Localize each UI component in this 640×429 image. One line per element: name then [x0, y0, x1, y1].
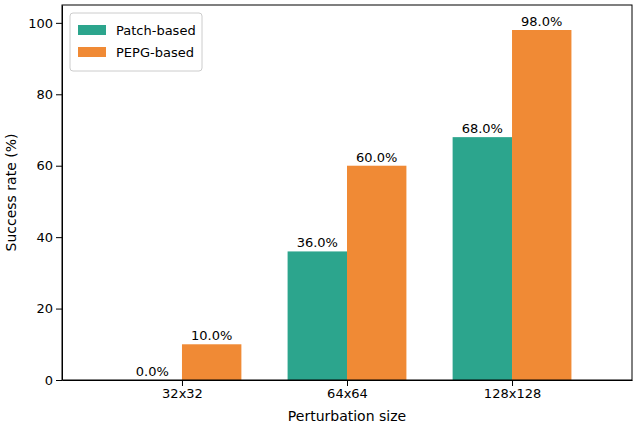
data-label: 0.0% — [136, 364, 169, 379]
x-tick-mark — [512, 380, 513, 386]
legend-swatch — [78, 25, 106, 35]
bar — [288, 251, 347, 380]
bars — [182, 30, 571, 380]
data-label: 60.0% — [356, 150, 397, 165]
data-label: 68.0% — [462, 121, 503, 136]
legend-swatch — [78, 47, 106, 57]
y-tick-mark — [56, 23, 62, 24]
x-axis-title: Perturbation size — [288, 408, 406, 424]
x-tick: 64x64 — [327, 380, 368, 401]
y-axis-title: Success rate (%) — [3, 134, 19, 252]
bar — [512, 30, 571, 380]
y-tick: 40 — [36, 230, 62, 245]
y-tick: 100 — [28, 16, 62, 31]
legend-box — [70, 13, 202, 71]
x-tick-label: 64x64 — [327, 386, 368, 401]
y-tick-label: 60 — [36, 158, 53, 173]
legend-entry: PEPG-based — [78, 45, 194, 60]
y-tick-label: 20 — [36, 301, 53, 316]
y-tick-mark — [56, 94, 62, 95]
legend: Patch-based PEPG-based — [70, 13, 202, 71]
x-tick-mark — [182, 380, 183, 386]
x-tick-label: 32x32 — [162, 386, 203, 401]
y-tick-mark — [56, 237, 62, 238]
y-tick-mark — [56, 166, 62, 167]
bar — [182, 344, 241, 380]
x-axis: 32x32 64x64 128x128 — [63, 380, 633, 401]
y-tick-label: 100 — [28, 16, 53, 31]
legend-entry: Patch-based — [78, 23, 196, 38]
plot: 0.0% 36.0% 68.0% 10.0% 60.0% 98.0% 32x32 64x64 1… — [28, 5, 632, 401]
chart: 0.0% 36.0% 68.0% 10.0% 60.0% 98.0% 32x32 64x64 1… — [0, 0, 640, 429]
y-tick: 60 — [36, 158, 62, 173]
y-tick-label: 80 — [36, 87, 53, 102]
bar — [347, 166, 406, 380]
frame — [62, 5, 632, 380]
y-tick: 80 — [36, 87, 62, 102]
legend-label: Patch-based — [116, 23, 196, 38]
data-label: 98.0% — [521, 14, 562, 29]
data-label: 36.0% — [297, 235, 338, 250]
x-tick-label: 128x128 — [484, 386, 541, 401]
y-tick: 20 — [36, 301, 62, 316]
y-tick-mark — [56, 380, 62, 381]
x-tick: 128x128 — [484, 380, 541, 401]
x-tick-mark — [347, 380, 348, 386]
y-axis: 0 20 40 60 80 100 — [28, 6, 62, 388]
y-tick-label: 0 — [45, 373, 53, 388]
x-tick: 32x32 — [162, 380, 203, 401]
bar — [453, 137, 512, 380]
legend-label: PEPG-based — [116, 45, 194, 60]
y-tick-mark — [56, 309, 62, 310]
y-tick: 0 — [45, 373, 62, 388]
data-label: 10.0% — [191, 328, 232, 343]
y-tick-label: 40 — [36, 230, 53, 245]
